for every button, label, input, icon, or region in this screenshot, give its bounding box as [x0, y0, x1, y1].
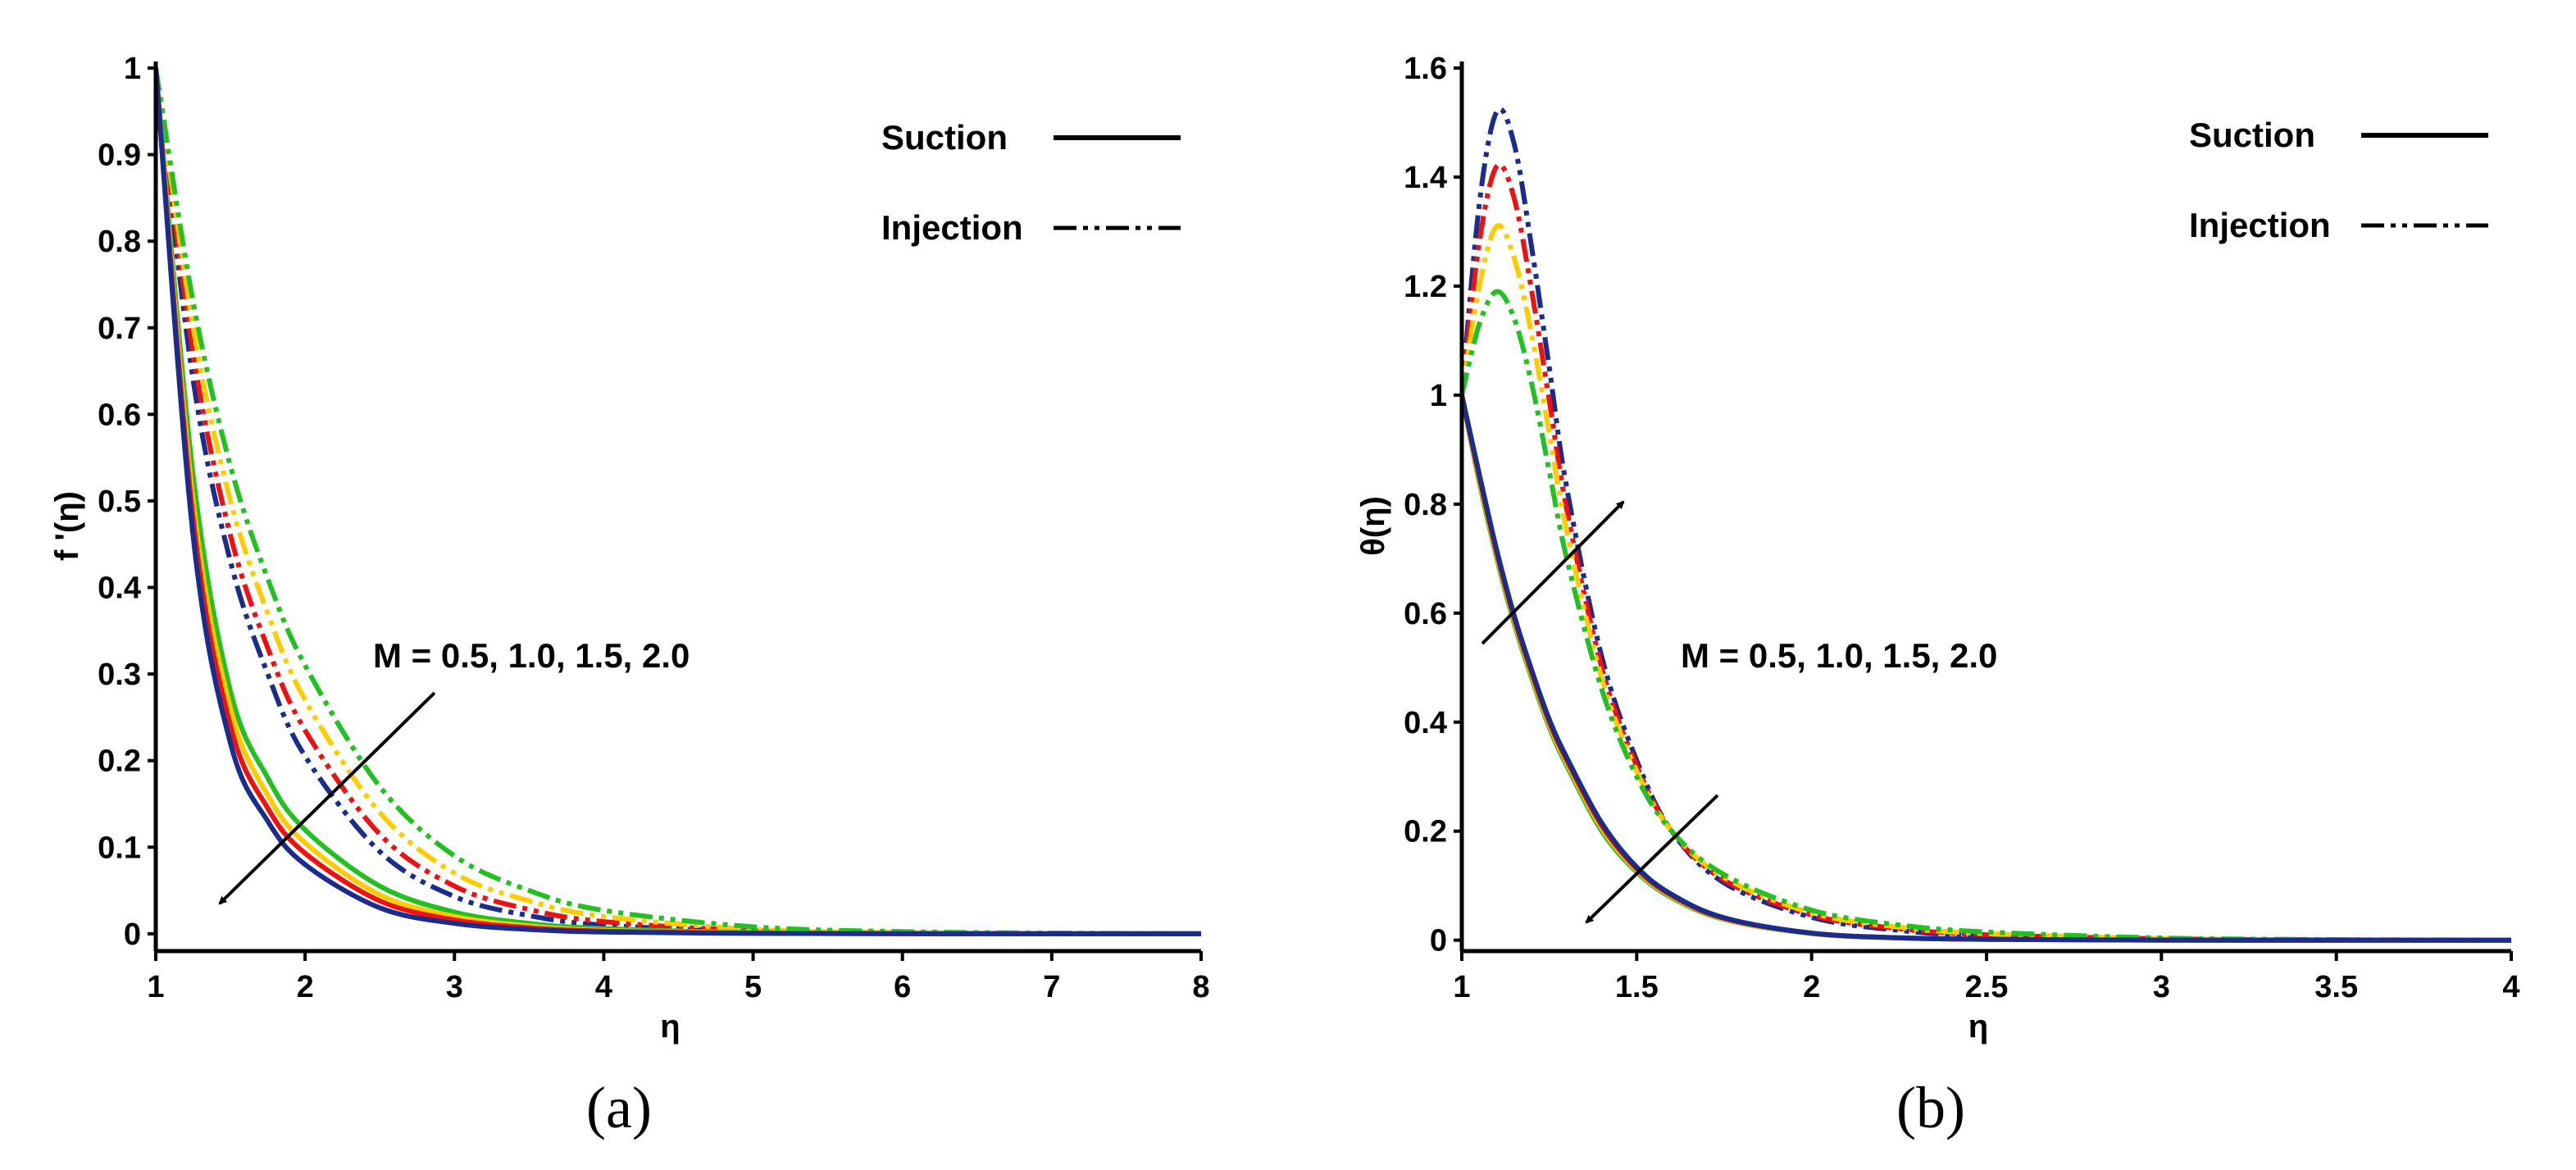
legend-injection-label: Injection — [881, 208, 1023, 247]
y-tick-label: 0.6 — [1404, 597, 1447, 631]
legend-injection-label: Injection — [2189, 206, 2331, 244]
x-tick-label: 1 — [1453, 970, 1470, 1004]
chart-panel-a: 0 0.1 0.2 0.3 0.4 0.5 0.6 0.7 0.8 0.9 1 1 2 3 4 5 6 7 8 η f … — [49, 52, 1210, 1140]
x-tick-label: 2 — [297, 970, 314, 1004]
panel-label: (b) — [1896, 1075, 1965, 1140]
series-group-b — [1462, 107, 2511, 943]
x-tick-label: 7 — [1043, 970, 1060, 1004]
annotation-arrow — [218, 691, 436, 905]
series-group-a — [156, 67, 1201, 936]
y-tick-label: 0.4 — [1404, 706, 1447, 740]
annotation-arrow — [1585, 794, 1719, 924]
y-tick-label: 0.3 — [98, 658, 141, 692]
y-tick-label: 0.5 — [98, 485, 141, 519]
y-tick-label: 0.6 — [98, 398, 141, 432]
x-tick-label: 4 — [595, 970, 612, 1004]
series-line-suction-blue — [1462, 394, 2511, 943]
series-line-injection-red — [1462, 162, 2511, 943]
legend: Suction Injection — [2189, 116, 2488, 244]
y-tick-label: 1 — [124, 52, 141, 86]
x-tick-label: 3 — [2153, 970, 2170, 1004]
x-tick-label: 3.5 — [2314, 970, 2358, 1004]
series-line-suction-green — [156, 67, 1201, 936]
y-tick-label: 0 — [1430, 924, 1447, 958]
x-tick-label: 1.5 — [1615, 970, 1659, 1004]
series-line-injection-green — [1462, 289, 2511, 943]
series-line-injection-green — [156, 67, 1201, 936]
chart-panel-b: 0 0.2 0.4 0.6 0.8 1 1.2 1.4 1.6 1 1.5 2 2.5 3 3.5 4 η θ(η… — [1355, 52, 2520, 1140]
x-tick-label: 1 — [147, 970, 164, 1004]
series-line-injection-blue — [1462, 107, 2511, 943]
series-line-suction-yellow — [156, 67, 1201, 936]
legend-suction-label: Suction — [2189, 116, 2315, 154]
y-tick-label: 1.4 — [1404, 161, 1447, 195]
y-tick-label: 0.2 — [98, 744, 141, 779]
y-tick-label: 0.9 — [98, 139, 141, 173]
y-tick-label: 0.8 — [98, 225, 141, 259]
series-line-suction-blue — [156, 67, 1201, 936]
series-line-injection-blue — [156, 67, 1201, 936]
annotation-m-values: M = 0.5, 1.0, 1.5, 2.0 — [1681, 636, 1997, 675]
series-line-suction-red — [156, 67, 1201, 936]
series-line-injection-yellow — [156, 67, 1201, 936]
x-tick-label: 6 — [894, 970, 911, 1004]
y-tick-label: 0.8 — [1404, 488, 1447, 522]
y-tick-label: 1.2 — [1404, 270, 1447, 304]
x-tick-label: 4 — [2502, 970, 2519, 1004]
y-tick-label: 0 — [124, 917, 141, 952]
x-axis-title: η — [660, 1008, 680, 1045]
y-tick-label: 0.1 — [98, 831, 141, 865]
annotation-m-values: M = 0.5, 1.0, 1.5, 2.0 — [373, 636, 690, 675]
y-tick-label: 1.6 — [1404, 52, 1447, 86]
panel-label: (a) — [586, 1075, 652, 1140]
x-tick-label: 5 — [744, 970, 762, 1004]
series-line-injection-yellow — [1462, 223, 2511, 943]
y-tick-label: 0.7 — [98, 312, 141, 346]
y-axis-title: θ(η) — [1355, 496, 1391, 556]
x-tick-label: 2.5 — [1965, 970, 2009, 1004]
series-line-injection-red — [156, 67, 1201, 936]
x-axis-title: η — [1968, 1008, 1988, 1045]
x-tick-label: 8 — [1192, 970, 1209, 1004]
annotation-arrow — [1481, 500, 1625, 645]
y-tick-label: 0.4 — [98, 571, 141, 606]
legend: Suction Injection — [881, 118, 1181, 247]
y-axis-title: f '(η) — [49, 491, 85, 561]
legend-suction-label: Suction — [881, 118, 1008, 157]
x-tick-label: 3 — [446, 970, 463, 1004]
y-tick-label: 0.2 — [1404, 815, 1447, 849]
x-tick-label: 2 — [1803, 970, 1820, 1004]
y-tick-label: 1 — [1430, 379, 1447, 413]
